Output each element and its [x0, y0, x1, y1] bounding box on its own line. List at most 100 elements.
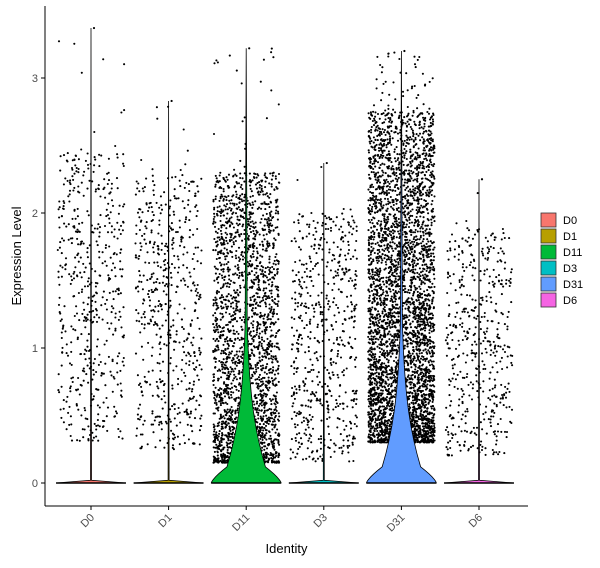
jitter-point — [372, 141, 375, 144]
jitter-point — [106, 182, 109, 186]
jitter-point — [154, 322, 157, 325]
jitter-point — [141, 234, 144, 237]
jitter-point — [292, 391, 296, 394]
jitter-point — [398, 221, 401, 224]
jitter-point — [215, 403, 218, 406]
jitter-point — [146, 443, 149, 446]
jitter-point — [266, 220, 269, 224]
jitter-point — [228, 225, 231, 228]
jitter-point — [381, 312, 384, 315]
jitter-point — [152, 193, 155, 196]
jitter-point — [337, 405, 340, 408]
jitter-point — [246, 199, 249, 202]
jitter-point — [212, 373, 215, 376]
jitter-point — [381, 389, 384, 392]
jitter-point — [226, 355, 229, 358]
jitter-point — [274, 177, 277, 180]
jitter-point — [227, 431, 230, 434]
jitter-point — [295, 414, 298, 417]
jitter-point — [227, 274, 231, 277]
jitter-point — [265, 117, 268, 120]
jitter-point — [229, 419, 232, 422]
jitter-point — [293, 280, 296, 283]
jitter-point — [251, 367, 255, 370]
jitter-point — [148, 299, 152, 302]
jitter-point — [255, 329, 258, 332]
jitter-point — [257, 323, 260, 326]
jitter-point — [213, 456, 216, 459]
jitter-point — [154, 446, 157, 449]
jitter-point — [388, 383, 391, 386]
jitter-point — [421, 264, 424, 267]
jitter-point — [82, 367, 85, 370]
jitter-point — [113, 228, 116, 231]
jitter-point — [262, 317, 265, 320]
jitter-point — [241, 353, 245, 356]
jitter-point — [248, 224, 251, 227]
jitter-point — [135, 180, 138, 183]
jitter-point — [269, 229, 272, 232]
jitter-point — [274, 334, 277, 337]
jitter-point — [105, 215, 108, 218]
jitter-point — [147, 289, 151, 292]
jitter-point — [86, 187, 89, 190]
jitter-point — [277, 372, 280, 375]
jitter-point — [353, 221, 356, 224]
jitter-point — [231, 420, 234, 423]
jitter-point — [326, 329, 329, 332]
jitter-point — [72, 295, 75, 298]
jitter-point — [255, 271, 258, 274]
jitter-point — [112, 375, 115, 378]
jitter-point — [140, 415, 143, 418]
jitter-point — [148, 304, 151, 307]
jitter-point — [98, 256, 101, 259]
jitter-point — [351, 279, 354, 282]
jitter-point — [96, 404, 99, 407]
jitter-point — [277, 286, 280, 289]
jitter-point — [373, 394, 376, 398]
jitter-point — [185, 408, 188, 411]
jitter-point — [234, 173, 237, 176]
jitter-point — [274, 431, 277, 434]
jitter-point — [340, 446, 343, 449]
jitter-point — [95, 320, 99, 323]
jitter-point — [231, 413, 234, 417]
jitter-point — [159, 341, 162, 344]
jitter-point — [152, 214, 155, 217]
jitter-point — [391, 400, 394, 403]
jitter-point — [238, 372, 241, 375]
jitter-point — [273, 301, 276, 304]
jitter-point — [424, 278, 427, 281]
jitter-point — [218, 394, 221, 397]
jitter-point — [215, 401, 218, 405]
jitter-point — [236, 337, 239, 340]
jitter-point — [70, 242, 73, 245]
jitter-point — [134, 256, 137, 259]
jitter-point — [267, 416, 270, 419]
jitter-point — [222, 270, 225, 273]
jitter-point — [412, 197, 415, 200]
jitter-point — [301, 319, 304, 322]
jitter-point — [248, 211, 251, 214]
jitter-point — [215, 257, 218, 261]
jitter-point — [95, 309, 98, 312]
jitter-point — [295, 370, 298, 373]
jitter-point — [316, 323, 319, 326]
jitter-point — [232, 370, 235, 373]
jitter-point — [233, 289, 236, 292]
jitter-point — [85, 349, 88, 352]
jitter-point — [317, 438, 320, 441]
jitter-point — [272, 308, 276, 311]
jitter-point — [96, 227, 99, 230]
jitter-point — [119, 268, 122, 271]
jitter-point — [316, 340, 319, 343]
jitter-point — [299, 412, 302, 415]
jitter-point — [224, 421, 227, 424]
jitter-point — [94, 188, 98, 191]
jitter-point — [268, 368, 271, 371]
jitter-point — [194, 205, 197, 208]
jitter-point — [101, 419, 105, 422]
jitter-point — [212, 379, 216, 382]
jitter-point — [255, 331, 259, 334]
jitter-point — [150, 229, 153, 232]
